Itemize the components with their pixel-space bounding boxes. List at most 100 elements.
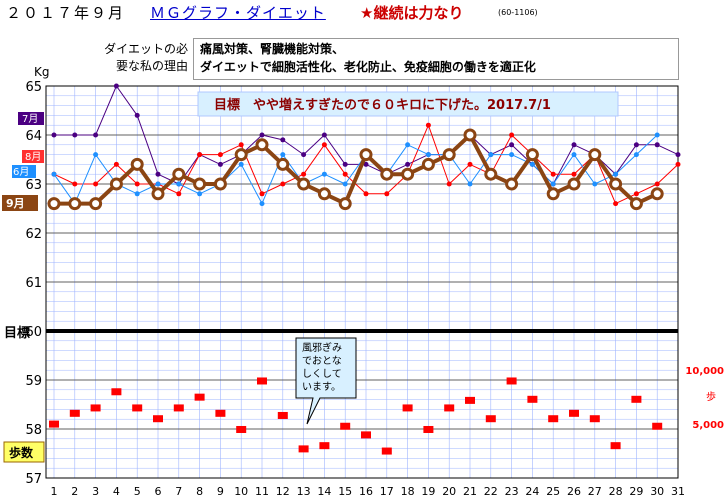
series-point xyxy=(257,140,267,150)
steps-point xyxy=(174,404,184,411)
x-tick-label: 25 xyxy=(546,485,560,498)
series-point xyxy=(174,169,184,179)
steps-tick-label: 10,000 xyxy=(685,366,724,377)
x-tick-label: 26 xyxy=(567,485,581,498)
legend-jul-label: 7月 xyxy=(22,113,38,125)
series-point xyxy=(132,159,142,169)
series-point xyxy=(343,182,348,187)
x-tick-label: 30 xyxy=(650,485,664,498)
series-point xyxy=(280,152,285,157)
steps-point xyxy=(278,412,288,419)
steps-point xyxy=(195,394,205,401)
series-point xyxy=(340,199,350,209)
series-point xyxy=(590,150,600,160)
series-point xyxy=(280,182,285,187)
steps-point xyxy=(507,377,517,384)
series-point xyxy=(444,150,454,160)
series-point xyxy=(507,179,517,189)
series-point xyxy=(322,142,327,147)
legend-aug-label: 8月 xyxy=(25,151,41,163)
y-tick-label: 61 xyxy=(25,276,42,291)
x-tick-label: 24 xyxy=(525,485,539,498)
x-tick-label: 29 xyxy=(629,485,643,498)
series-point xyxy=(361,150,371,160)
series-point xyxy=(260,201,265,206)
x-tick-label: 5 xyxy=(134,485,141,498)
y-tick-label: 65 xyxy=(25,80,42,95)
series-point xyxy=(631,199,641,209)
series-point xyxy=(197,152,202,157)
steps-point xyxy=(319,442,329,449)
series-point xyxy=(468,182,473,187)
series-point xyxy=(111,179,121,189)
steps-point xyxy=(49,421,59,428)
series-point xyxy=(260,133,265,138)
goal-banner: 目標 やや増えすぎたので６０キロに下げた。2017.7/1 xyxy=(214,97,551,113)
steps-badge-label: 歩数 xyxy=(9,445,34,460)
series-point xyxy=(218,152,223,157)
series-point xyxy=(447,182,452,187)
series-point xyxy=(135,113,140,118)
steps-point xyxy=(299,445,309,452)
series-point xyxy=(299,179,309,189)
series-point xyxy=(197,191,202,196)
series-point xyxy=(114,162,119,167)
series-point xyxy=(156,182,161,187)
series-point xyxy=(280,137,285,142)
y-axis-label: Kg xyxy=(34,65,50,79)
series-point xyxy=(488,152,493,157)
steps-point xyxy=(486,415,496,422)
steps-point xyxy=(236,426,246,433)
x-tick-label: 2 xyxy=(71,485,78,498)
series-point xyxy=(572,152,577,157)
steps-point xyxy=(215,410,225,417)
steps-axis: 5,00010,000 xyxy=(685,366,724,431)
series-point xyxy=(176,191,181,196)
series-point xyxy=(527,150,537,160)
series-point xyxy=(423,159,433,169)
series-point xyxy=(655,182,660,187)
series-point xyxy=(426,152,431,157)
series-point xyxy=(301,152,306,157)
series-point xyxy=(613,201,618,206)
x-tick-label: 28 xyxy=(609,485,623,498)
series-point xyxy=(465,130,475,140)
series-point xyxy=(405,162,410,167)
series-point xyxy=(382,169,392,179)
series-point xyxy=(343,172,348,177)
x-tick-label: 12 xyxy=(276,485,290,498)
series-point xyxy=(153,189,163,199)
steps-badge: 歩数 xyxy=(4,442,44,462)
legend-aug: 8月 xyxy=(22,150,44,163)
series-point xyxy=(260,191,265,196)
series-point xyxy=(322,172,327,177)
y-tick-label: 63 xyxy=(25,178,42,193)
y-tick-label: 62 xyxy=(25,227,42,242)
series-point xyxy=(114,84,119,89)
steps-point xyxy=(444,404,454,411)
series-point xyxy=(676,152,681,157)
x-tick-label: 16 xyxy=(359,485,373,498)
steps-point xyxy=(590,415,600,422)
series-point xyxy=(652,189,662,199)
series-point xyxy=(655,133,660,138)
x-tick-label: 4 xyxy=(113,485,120,498)
x-tick-label: 6 xyxy=(155,485,162,498)
x-tick-label: 18 xyxy=(401,485,415,498)
note-line-1: 風邪ぎみ xyxy=(302,341,342,354)
steps-point xyxy=(611,442,621,449)
series-point xyxy=(509,142,514,147)
steps-point xyxy=(465,397,475,404)
steps-point xyxy=(111,388,121,395)
steps-point xyxy=(527,396,537,403)
series-point xyxy=(655,142,660,147)
x-tick-label: 7 xyxy=(175,485,182,498)
y-tick-label: 64 xyxy=(25,129,42,144)
series-point xyxy=(468,162,473,167)
legend-jun: 6月 xyxy=(12,165,36,178)
series-point xyxy=(572,172,577,177)
x-tick-label: 14 xyxy=(317,485,331,498)
steps-point xyxy=(652,423,662,430)
series-point xyxy=(93,182,98,187)
series-point xyxy=(135,182,140,187)
